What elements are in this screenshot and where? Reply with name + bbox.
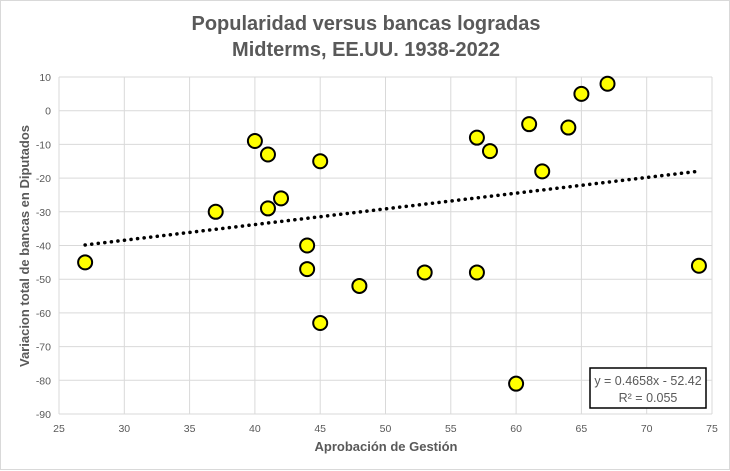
data-point	[481, 143, 498, 160]
data-point	[299, 237, 316, 254]
x-tick-label: 70	[641, 423, 653, 435]
x-tick-label: 55	[445, 423, 457, 435]
equation-box	[589, 367, 707, 409]
data-point	[312, 153, 329, 170]
x-tick-label: 25	[53, 423, 65, 435]
data-point	[508, 375, 525, 392]
y-tick-label: 10	[39, 72, 51, 84]
data-point	[351, 277, 368, 294]
y-tick-label: -90	[36, 409, 51, 421]
data-point	[560, 119, 577, 136]
x-tick-label: 65	[576, 423, 588, 435]
data-point	[299, 261, 316, 278]
x-tick-label: 40	[249, 423, 261, 435]
data-point	[573, 85, 590, 102]
x-tick-label: 60	[510, 423, 522, 435]
data-point	[599, 75, 616, 92]
data-point	[207, 203, 224, 220]
data-point	[534, 163, 551, 180]
y-tick-label: -60	[36, 308, 51, 320]
y-axis-label: Variacion total de bancas en Diputados	[17, 125, 32, 367]
y-tick-label: -70	[36, 342, 51, 354]
trendline	[83, 169, 701, 247]
x-tick-label: 30	[118, 423, 130, 435]
data-point	[77, 254, 94, 271]
y-tick-label: -80	[36, 375, 51, 387]
chart-title-line1: Popularidad versus bancas logradas	[191, 13, 540, 35]
y-tick-label: -40	[36, 241, 51, 253]
data-point	[259, 200, 276, 217]
data-point	[246, 133, 263, 150]
equation-label: y = 0.4658x - 52.42	[594, 374, 701, 388]
chart-title-line2: Midterms, EE.UU. 1938-2022	[232, 39, 500, 61]
x-tick-label: 35	[184, 423, 196, 435]
x-tick-label: 50	[380, 423, 392, 435]
y-tick-label: -50	[36, 274, 51, 286]
data-point	[521, 116, 538, 133]
data-point	[468, 129, 485, 146]
y-tick-label: 0	[45, 106, 51, 118]
y-tick-label: -10	[36, 139, 51, 151]
data-point	[468, 264, 485, 281]
data-point	[416, 264, 433, 281]
data-point	[690, 257, 707, 274]
data-point	[273, 190, 290, 207]
x-axis-label: Aprobación de Gestión	[314, 439, 457, 454]
data-point	[259, 146, 276, 163]
data-point	[312, 315, 329, 332]
r2-label: R² = 0.055	[619, 391, 678, 405]
x-tick-label: 75	[706, 423, 718, 435]
x-tick-label: 45	[314, 423, 326, 435]
y-tick-label: -30	[36, 207, 51, 219]
y-tick-label: -20	[36, 173, 51, 185]
